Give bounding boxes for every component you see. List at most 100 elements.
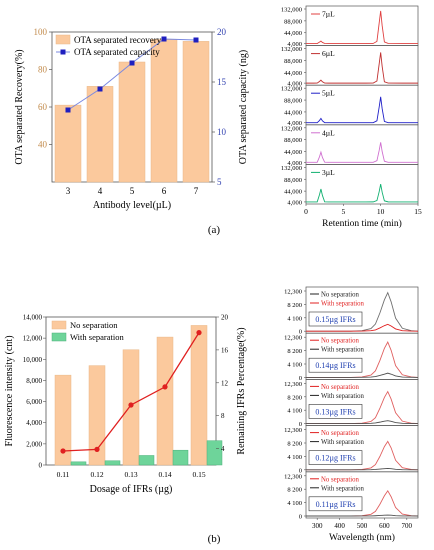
bar-recovery [182,41,210,183]
y-tick-label: 10,000 [23,356,43,364]
chart-antibody-recovery: 3 4 5 6 7 40 60 80 100 5 10 15 20 Antibody level(µL) O… [14,27,249,211]
y-tick-label: 132,000 [281,125,302,132]
legend-label: No separation [321,476,360,483]
x-tick-label: 7 [194,186,199,196]
y-tick-label: 44,000 [284,30,302,37]
chromatogram-trace [306,184,418,203]
chromatogram-trace [306,52,418,84]
point-capacity [97,86,103,92]
y-tick-label: 0 [299,514,302,521]
y-tick-label: 8,000 [26,377,42,385]
y-tick-label: 44,000 [284,189,302,196]
legend-label: 4µL [322,128,335,137]
bar-with-separation [172,449,189,466]
bar-no-separation [54,374,72,466]
y-tick-label: 4,000 [287,41,302,48]
y2-tick-label: 16 [221,346,229,354]
dosage-label: 0.14µg IFRs [315,361,355,370]
y2-tick-label: 20 [217,27,227,37]
y-tick-label: 80 [38,65,48,75]
point-capacity [129,60,135,66]
y-tick-label: 132,000 [281,46,302,53]
y-tick-label: 8 200 [287,348,302,355]
y-tick-label: 4,000 [287,120,302,127]
legend-label: With separation [321,301,365,308]
x-tick-label: 4 [98,186,103,196]
legend-swatch-with-separation [51,332,67,342]
legend-swatch-capacity [60,49,66,55]
chart-fluorescence-bars: 0.11 0.12 0.13 0.14 0.15 0 2,000 4,000 6,000 8,00… [4,314,247,496]
x-tick-label: 0.14 [158,470,171,479]
legend-label-with-separation: With separation [70,332,124,342]
x-tick-label: 700 [402,522,413,530]
y2-tick-label: 4 [221,445,225,453]
legend-label: 6µL [322,49,335,58]
y-tick-label: 12,300 [284,335,302,342]
chromatogram-frame [305,164,419,205]
y-tick-label: 4 100 [287,500,302,507]
y-tick-label: 8 200 [287,302,302,309]
y-tick-label: 44,000 [284,149,302,156]
legend-label: No separation [321,292,360,299]
x-tick-label: 5 [341,207,345,216]
y-tick-label: 12,300 [284,473,302,480]
y2-tick-label: 8 [221,412,225,420]
y-tick-label: 12,000 [23,335,43,343]
legend-label: With separation [321,347,365,354]
point-capacity [65,107,71,113]
x-tick-label: 15 [414,207,422,216]
y2-tick-label: 10 [217,127,227,137]
y-tick-label: 4,000 [287,199,302,206]
y-tick-label: 0 [299,375,302,382]
y-tick-label: 132,000 [281,7,302,14]
y2-tick-label: 15 [217,77,227,87]
x-axis-label: Antibody level(µL) [93,200,171,211]
spectrum-trace [306,372,419,378]
x-tick-label: 10 [377,207,385,216]
y-tick-label: 4,000 [26,419,42,427]
y-tick-label: 88,000 [284,18,302,25]
legend-label: With separation [321,393,365,400]
legend-swatch-no-separation [51,320,67,330]
y-tick-label: 4 100 [287,454,302,461]
panel-label-a: (a) [208,224,221,236]
y2-tick-label: 20 [221,314,229,322]
y-tick-label: 4 100 [287,362,302,369]
legend-label: With separation [321,439,365,446]
point-capacity [193,37,199,43]
y-tick-label: 0 [299,421,302,428]
chromatogram-trace [306,142,418,163]
y-tick-label: 0 [299,329,302,336]
bar-recovery [150,39,178,183]
legend-label: No separation [321,384,360,391]
dosage-label-box [308,404,363,419]
y-tick-label: 2,000 [26,440,42,448]
bar-recovery [118,61,146,183]
x-axis-label: Wavelength (nm) [329,532,395,543]
y-axis-label: Fluorescence intensity (cnt) [4,335,15,446]
chromatogram-trace [306,96,418,124]
x-tick-label: 0.11 [57,470,70,479]
y-tick-label: 4,000 [287,160,302,167]
legend-label: With separation [321,485,365,492]
y-tick-label: 88,000 [284,98,302,105]
dosage-label-box [308,357,363,373]
y-tick-label: 88,000 [284,137,302,144]
x-tick-label: 0.12 [90,470,103,479]
y-tick-label: 40 [38,140,48,150]
y-tick-label: 4 100 [287,315,302,322]
y-tick-label: 60 [38,102,48,112]
point-remaining-percentage [60,448,66,454]
x-axis-label: Retention time (min) [322,218,402,229]
y-tick-label: 44,000 [284,109,302,116]
bar-no-separation [190,325,208,466]
y2-axis-label: OTA separated capacity (ng) [238,50,249,164]
bar-with-separation [138,455,155,466]
y-tick-label: 132,000 [281,165,302,172]
spectrum-trace [306,323,419,332]
y-tick-label: 6,000 [26,398,42,406]
y2-axis-label: Remaining IFRs Percentage(%) [236,327,247,454]
y-tick-label: 0 [299,467,302,474]
x-tick-label: 400 [334,522,345,530]
